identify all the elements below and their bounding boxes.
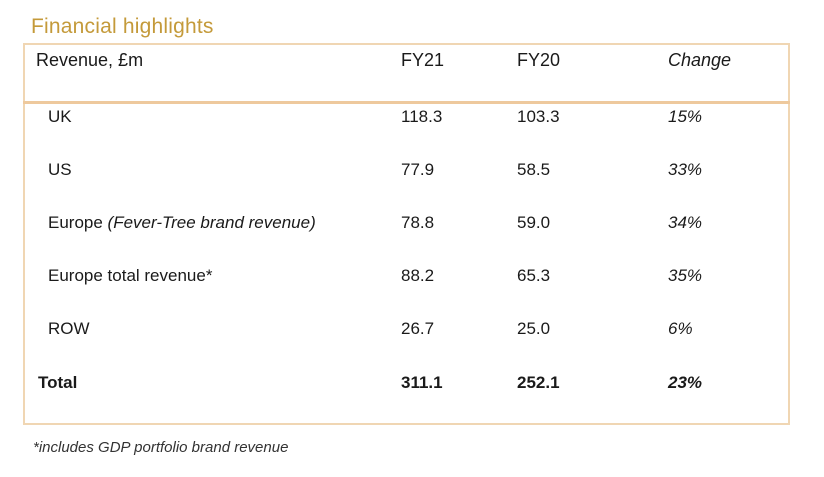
cell-uk-fy20: 103.3 <box>517 107 560 126</box>
row-label-text: UK <box>48 107 72 126</box>
total-fy21: 311.1 <box>401 373 443 392</box>
cell-row-fy20: 25.0 <box>517 319 551 338</box>
total-fy20: 252.1 <box>517 373 560 392</box>
header-divider <box>23 101 790 104</box>
column-header-change: Change <box>668 50 732 70</box>
footnote: *includes GDP portfolio brand revenue <box>33 439 289 456</box>
cell-europe-total-change: 35% <box>668 266 703 285</box>
cell-europe-brand-fy21: 78.8 <box>401 213 435 232</box>
row-label-note: (Fever-Tree brand revenue) <box>107 213 316 232</box>
cell-europe-total-fy21: 88.2 <box>401 266 435 285</box>
row-label-text: Europe <box>48 213 108 232</box>
row-label-text: Europe total revenue* <box>48 266 213 285</box>
row-label-uk: UK <box>48 107 72 127</box>
cell-row-change: 6% <box>668 319 693 338</box>
total-label: Total <box>38 373 78 392</box>
row-label-us: US <box>48 160 72 180</box>
cell-us-fy21: 77.9 <box>401 160 435 179</box>
cell-us-fy20: 58.5 <box>517 160 551 179</box>
row-label-text: US <box>48 160 72 179</box>
cell-europe-brand-fy20: 59.0 <box>517 213 551 232</box>
page-title: Financial highlights <box>31 15 214 38</box>
cell-uk-fy21: 118.3 <box>401 107 443 126</box>
column-header-revenue: Revenue, £m <box>36 50 144 70</box>
cell-europe-total-fy20: 65.3 <box>517 266 551 285</box>
row-label-europe-total: Europe total revenue* <box>48 266 212 286</box>
row-label-row: ROW <box>48 319 90 339</box>
cell-us-change: 33% <box>668 160 703 179</box>
row-label-europe-brand: Europe (Fever-Tree brand revenue) <box>48 213 316 233</box>
column-header-fy20: FY20 <box>517 50 561 70</box>
row-label-text: ROW <box>48 319 90 338</box>
column-header-fy21: FY21 <box>401 50 445 70</box>
cell-uk-change: 15% <box>668 107 703 126</box>
cell-europe-brand-change: 34% <box>668 213 703 232</box>
cell-row-fy21: 26.7 <box>401 319 435 338</box>
table-frame <box>23 43 790 425</box>
total-change: 23% <box>668 373 703 392</box>
